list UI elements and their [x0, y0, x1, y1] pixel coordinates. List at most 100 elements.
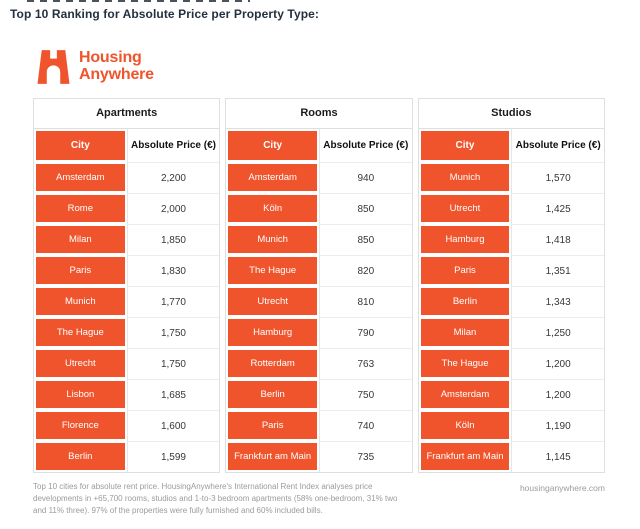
price-cell: 2,000 — [126, 193, 220, 224]
price-cell: 1,343 — [511, 286, 604, 317]
city-label: Berlin — [420, 288, 510, 315]
group-header-rooms: Rooms — [226, 99, 412, 129]
table-row: Frankfurt am Main 735 — [226, 441, 412, 472]
price-cell: 1,200 — [511, 348, 604, 379]
price-cell: 940 — [318, 162, 412, 193]
city-label: Munich — [420, 164, 510, 191]
price-cell: 750 — [318, 379, 412, 410]
city-label: Amsterdam — [228, 164, 317, 191]
price-cell: 1,599 — [126, 441, 220, 472]
city-cell: Munich — [34, 286, 127, 317]
city-cell: Frankfurt am Main — [419, 441, 512, 472]
city-label: Rome — [36, 195, 125, 222]
city-cell: Berlin — [34, 441, 127, 472]
city-label: Hamburg — [420, 226, 510, 253]
table-row: Rome 2,000 — [34, 193, 220, 224]
sub-table-studios: Studios City Absolute Price (€) Munich 1,570… — [417, 98, 605, 473]
column-header-row: City Absolute Price (€) — [34, 129, 219, 162]
city-header-label: City — [36, 131, 125, 160]
city-header-label: City — [228, 131, 317, 160]
table-row: Milan 1,850 — [34, 224, 220, 255]
table-row: The Hague 1,750 — [34, 317, 220, 348]
city-label: Frankfurt am Main — [420, 443, 510, 470]
table-row: The Hague 820 — [226, 255, 412, 286]
table-row: Berlin 750 — [226, 379, 412, 410]
city-label: Köln — [420, 412, 510, 439]
city-cell: Milan — [419, 317, 512, 348]
city-label: Munich — [36, 288, 125, 315]
city-cell: Munich — [419, 162, 512, 193]
table-row: Paris 740 — [226, 410, 412, 441]
city-cell: Amsterdam — [226, 162, 319, 193]
price-header-cell: Absolute Price (€) — [318, 129, 412, 162]
table-row: Köln 1,190 — [419, 410, 604, 441]
sub-table-apartments: Apartments City Absolute Price (€) Amsterda… — [33, 98, 221, 473]
city-label: Berlin — [36, 443, 125, 470]
city-cell: Paris — [34, 255, 127, 286]
city-cell: Rome — [34, 193, 127, 224]
city-label: Rotterdam — [228, 350, 317, 377]
price-cell: 1,750 — [126, 317, 220, 348]
price-cell: 850 — [318, 193, 412, 224]
table-row: Utrecht 1,425 — [419, 193, 604, 224]
table-row: Hamburg 790 — [226, 317, 412, 348]
table-row: Utrecht 810 — [226, 286, 412, 317]
price-cell: 790 — [318, 317, 412, 348]
city-cell: Köln — [419, 410, 512, 441]
city-label: Frankfurt am Main — [228, 443, 317, 470]
city-label: Milan — [36, 226, 125, 253]
city-label: Milan — [420, 319, 510, 346]
city-label: Amsterdam — [420, 381, 510, 408]
city-cell: Hamburg — [226, 317, 319, 348]
city-label: The Hague — [420, 350, 510, 377]
city-cell: The Hague — [226, 255, 319, 286]
table-row: Munich 1,770 — [34, 286, 220, 317]
website-label: housinganywhere.com — [519, 483, 605, 493]
city-header-cell: City — [226, 129, 319, 162]
city-cell: Milan — [34, 224, 127, 255]
city-cell: Amsterdam — [419, 379, 512, 410]
city-label: Utrecht — [228, 288, 317, 315]
group-header-studios: Studios — [418, 99, 604, 129]
city-label: Florence — [36, 412, 125, 439]
price-cell: 1,750 — [126, 348, 220, 379]
price-cell: 763 — [318, 348, 412, 379]
price-header-cell: Absolute Price (€) — [126, 129, 220, 162]
page-title: Top 10 Ranking for Absolute Price per Pr… — [10, 7, 320, 21]
city-label: Paris — [228, 412, 317, 439]
city-cell: Utrecht — [34, 348, 127, 379]
city-label: Hamburg — [228, 319, 317, 346]
logo-wordmark-line2: Anywhere — [79, 65, 154, 83]
sub-table-rooms: Rooms City Absolute Price (€) Amsterdam 940 K… — [225, 98, 413, 473]
table-row: Utrecht 1,750 — [34, 348, 220, 379]
table-row: The Hague 1,200 — [419, 348, 604, 379]
city-label: Utrecht — [36, 350, 125, 377]
city-label: Munich — [228, 226, 317, 253]
city-label: Amsterdam — [36, 164, 125, 191]
table-row: Lisbon 1,685 — [34, 379, 220, 410]
column-header-row: City Absolute Price (€) — [226, 129, 411, 162]
table-row: Frankfurt am Main 1,145 — [419, 441, 604, 472]
city-cell: Utrecht — [226, 286, 319, 317]
city-cell: Köln — [226, 193, 319, 224]
table-row: Berlin 1,599 — [34, 441, 220, 472]
footnote-line: Top 10 cities for absolute rent price. H… — [33, 482, 373, 491]
city-cell: Amsterdam — [34, 162, 127, 193]
price-cell: 735 — [318, 441, 412, 472]
city-label: Paris — [36, 257, 125, 284]
table-row: Amsterdam 940 — [226, 162, 412, 193]
price-cell: 740 — [318, 410, 412, 441]
city-label: The Hague — [36, 319, 125, 346]
city-cell: Hamburg — [419, 224, 512, 255]
table-row: Hamburg 1,418 — [419, 224, 604, 255]
price-cell: 850 — [318, 224, 412, 255]
ranking-tables: Apartments City Absolute Price (€) Amsterda… — [33, 98, 605, 473]
city-label: Köln — [228, 195, 317, 222]
price-cell: 810 — [318, 286, 412, 317]
price-cell: 1,570 — [511, 162, 604, 193]
table-row: Florence 1,600 — [34, 410, 220, 441]
city-cell: Frankfurt am Main — [226, 441, 319, 472]
city-cell: Paris — [226, 410, 319, 441]
price-cell: 1,850 — [126, 224, 220, 255]
city-cell: Florence — [34, 410, 127, 441]
